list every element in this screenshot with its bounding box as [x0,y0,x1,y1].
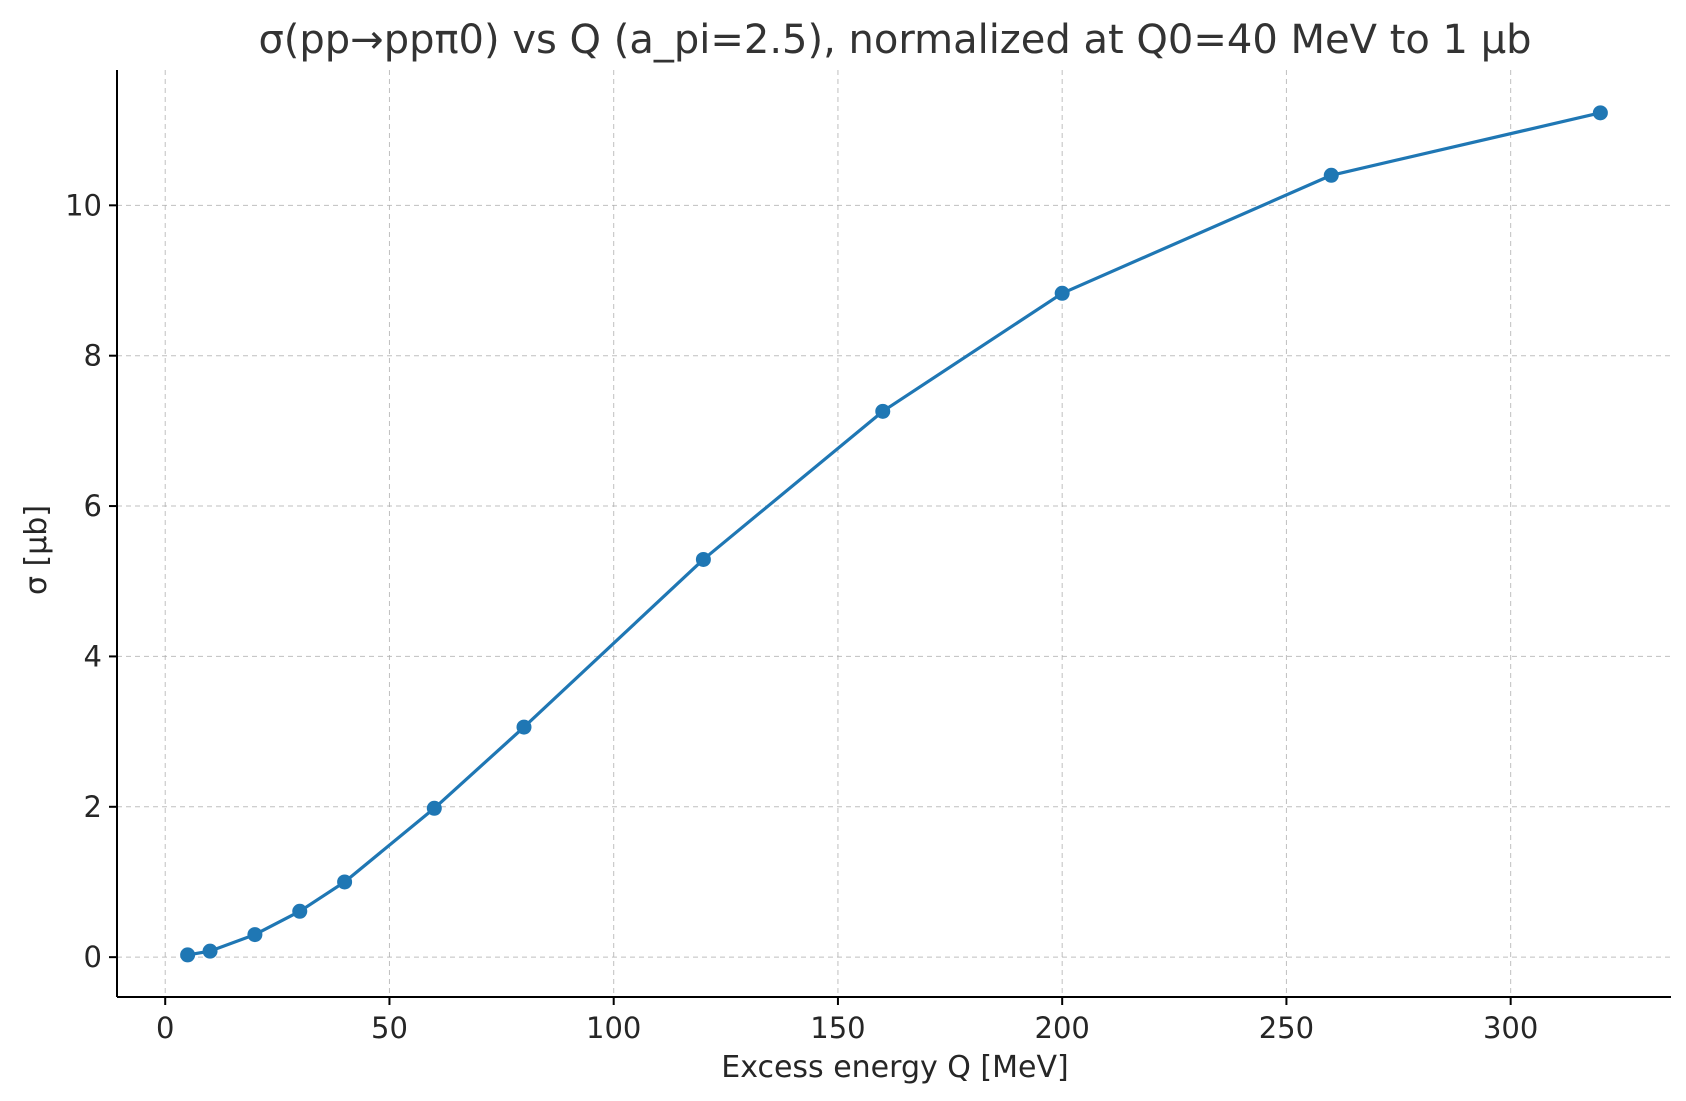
axes [116,70,1671,998]
y-tick-label: 10 [65,188,102,222]
data-point [695,551,711,567]
y-tick-label: 0 [84,940,102,974]
data-point [516,719,532,735]
y-axis-title: σ [μb] [19,505,54,595]
x-tick-label: 300 [1483,1011,1538,1045]
x-tick-label: 200 [1035,1011,1090,1045]
y-tick-label: 8 [84,339,102,373]
x-axis-title: Excess energy Q [MeV] [721,1050,1068,1085]
data-point [875,403,891,419]
x-tick-label: 100 [586,1011,641,1045]
ticks: 0 50 100 150 200 250 300 0 2 4 6 8 10 [65,188,1538,1045]
series-layer [180,105,1608,963]
x-tick-label: 0 [156,1011,174,1045]
data-point [1592,105,1608,121]
data-point [1054,285,1070,301]
chart-title: σ(pp→ppπ0) vs Q (a_pi=2.5), normalized a… [258,17,1531,63]
data-point [292,903,308,919]
series-line [186,111,1602,957]
data-point [202,943,218,959]
y-tick-label: 4 [84,639,102,673]
x-tick-label: 50 [371,1011,408,1045]
data-point [247,927,263,943]
data-point [426,800,442,816]
data-point [1323,167,1339,183]
data-point [180,947,196,963]
y-tick-label: 2 [84,790,102,824]
data-point [337,874,353,890]
x-tick-label: 250 [1259,1011,1314,1045]
y-tick-label: 6 [84,489,102,523]
x-tick-label: 150 [810,1011,865,1045]
grid [117,70,1671,997]
